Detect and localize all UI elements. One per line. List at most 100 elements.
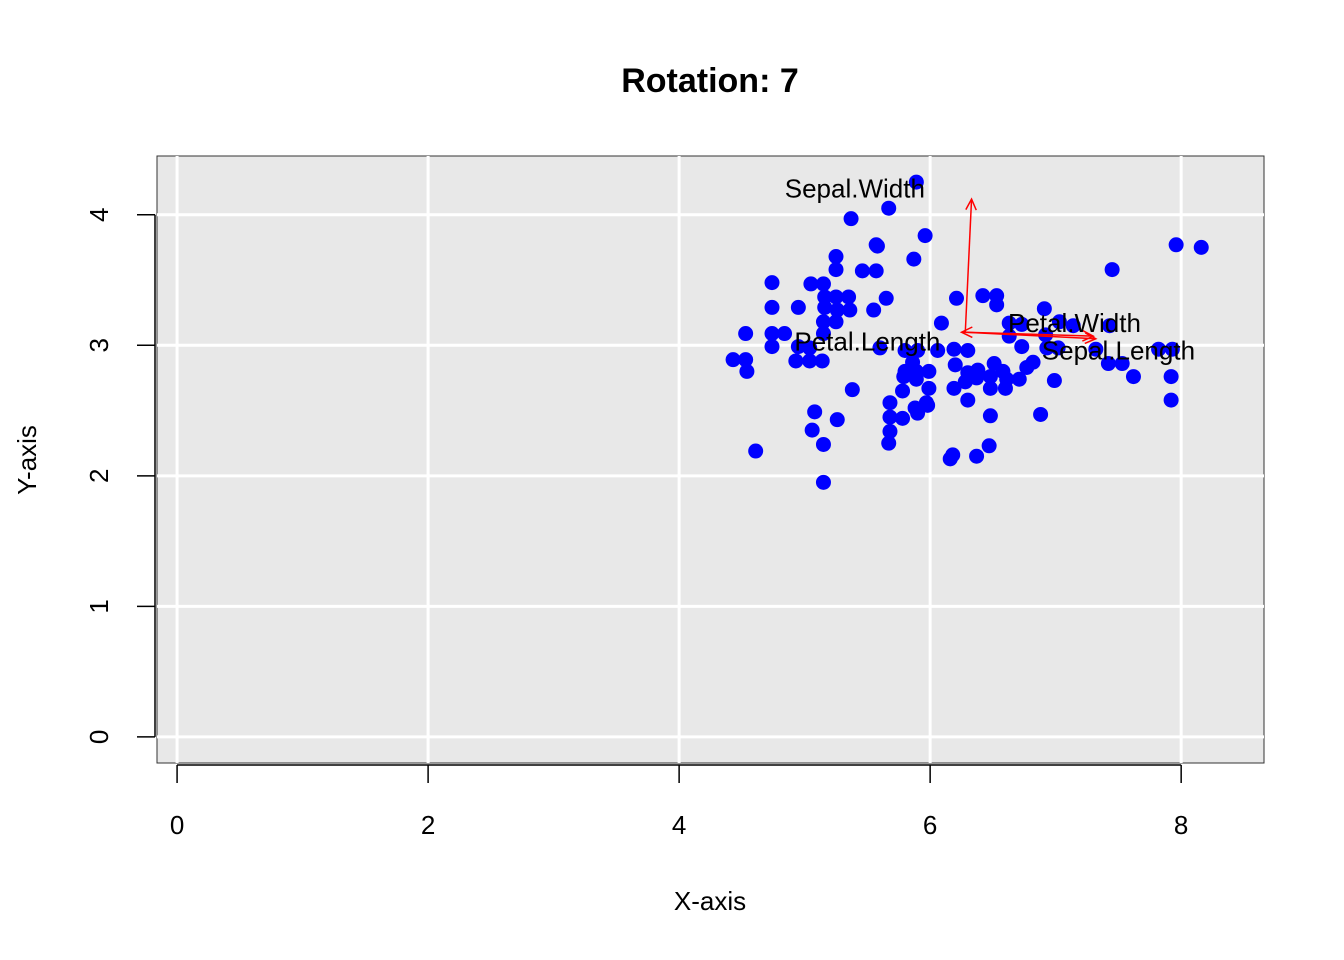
data-point xyxy=(960,343,976,359)
data-point xyxy=(829,412,845,428)
data-point xyxy=(946,341,962,357)
data-point xyxy=(1033,406,1049,422)
arrow-label: Petal.Length xyxy=(794,326,940,356)
data-point xyxy=(1051,314,1067,330)
data-point xyxy=(969,448,985,464)
data-point xyxy=(1088,341,1104,357)
data-point xyxy=(868,237,884,253)
data-point xyxy=(897,343,913,359)
data-point xyxy=(790,299,806,315)
data-point xyxy=(882,409,898,425)
data-point xyxy=(1125,369,1141,385)
arrow-label: Petal.Width xyxy=(1008,308,1141,338)
data-point xyxy=(1011,371,1027,387)
data-point xyxy=(815,276,831,292)
data-point xyxy=(814,353,830,369)
data-point xyxy=(945,447,961,463)
data-point xyxy=(815,314,831,330)
data-point xyxy=(1039,340,1055,356)
data-point xyxy=(981,438,997,454)
data-point xyxy=(1001,328,1017,344)
data-point xyxy=(1114,356,1130,372)
data-points xyxy=(725,174,1209,490)
y-tick-label: 4 xyxy=(84,208,114,222)
data-point xyxy=(960,392,976,408)
y-tick-label: 1 xyxy=(84,599,114,613)
data-point xyxy=(802,340,818,356)
data-point xyxy=(764,299,780,315)
data-point xyxy=(815,474,831,490)
data-point xyxy=(1036,301,1052,317)
data-point xyxy=(739,363,755,379)
data-point xyxy=(841,289,857,305)
data-point xyxy=(1014,316,1030,332)
data-point xyxy=(815,436,831,452)
data-point xyxy=(1193,239,1209,255)
data-point xyxy=(896,369,912,385)
data-point xyxy=(844,382,860,398)
data-point xyxy=(842,302,858,318)
loading-arrows: Sepal.Width Petal.Width Petal.Length Sepal.… xyxy=(785,174,1195,366)
data-point xyxy=(828,262,844,278)
data-point xyxy=(872,340,888,356)
data-point xyxy=(790,339,806,355)
data-point xyxy=(738,352,754,368)
x-tick-label: 4 xyxy=(672,810,686,840)
data-point xyxy=(975,288,991,304)
data-point xyxy=(802,353,818,369)
data-point xyxy=(910,405,926,421)
x-tick-label: 6 xyxy=(923,810,937,840)
data-point xyxy=(866,302,882,318)
plot-area xyxy=(156,155,1265,764)
data-point xyxy=(817,299,833,315)
data-point xyxy=(982,408,998,424)
arrow-line xyxy=(964,199,973,333)
data-point xyxy=(946,380,962,396)
arrow-label: Sepal.Width xyxy=(785,174,925,204)
data-point xyxy=(829,302,845,318)
data-point xyxy=(803,276,819,292)
data-point xyxy=(1151,341,1167,357)
data-point xyxy=(1050,340,1066,356)
data-point xyxy=(868,263,884,279)
data-point xyxy=(1065,318,1081,334)
data-point xyxy=(1104,262,1120,278)
data-point xyxy=(788,353,804,369)
data-point xyxy=(828,314,844,330)
data-point xyxy=(1163,392,1179,408)
data-point xyxy=(738,326,754,342)
data-point xyxy=(881,200,897,216)
data-point xyxy=(908,174,924,190)
data-point xyxy=(1163,369,1179,385)
data-point xyxy=(1046,373,1062,389)
data-point xyxy=(843,211,859,227)
arrow-head xyxy=(1084,332,1098,345)
data-point xyxy=(1019,359,1035,375)
data-point xyxy=(764,339,780,355)
data-point xyxy=(895,383,911,399)
data-point xyxy=(957,374,973,390)
data-point xyxy=(817,289,833,305)
data-point xyxy=(882,395,898,411)
data-point xyxy=(828,289,844,305)
data-point xyxy=(882,423,898,439)
data-point xyxy=(1014,339,1030,355)
x-axis-label: X-axis xyxy=(674,886,746,916)
data-point xyxy=(1102,318,1118,334)
x-tick-label: 8 xyxy=(1174,810,1188,840)
y-axis-label: Y-axis xyxy=(12,425,42,495)
data-point xyxy=(828,249,844,265)
data-point xyxy=(1164,341,1180,357)
data-point xyxy=(910,343,926,359)
data-point xyxy=(895,410,911,426)
data-point xyxy=(982,380,998,396)
data-point xyxy=(725,352,741,368)
data-point xyxy=(947,357,963,373)
data-point xyxy=(930,343,946,359)
data-point xyxy=(878,290,894,306)
arrow-line xyxy=(965,331,1096,340)
data-point xyxy=(748,443,764,459)
data-point xyxy=(815,326,831,342)
data-point xyxy=(1168,237,1184,253)
